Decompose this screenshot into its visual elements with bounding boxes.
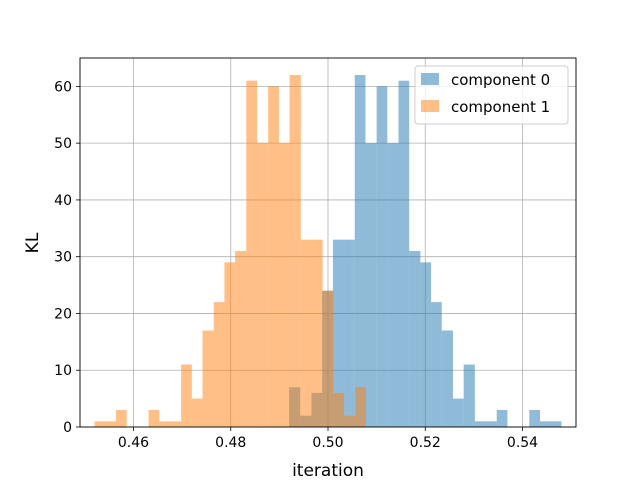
histogram-bar-component-1 — [246, 80, 258, 427]
x-tick-label: 0.48 — [215, 435, 246, 451]
histogram-bar-component-0 — [354, 75, 366, 428]
histogram-bar-component-0 — [485, 421, 497, 427]
x-tick-label: 0.52 — [410, 435, 441, 451]
histogram-bar-component-1 — [333, 392, 345, 427]
histogram-bar-component-0 — [376, 86, 388, 427]
histogram-bar-component-1 — [355, 387, 366, 427]
y-tick-label: 40 — [54, 193, 72, 209]
x-tick-label: 0.46 — [118, 435, 149, 451]
histogram-bar-component-1 — [311, 239, 323, 427]
legend-label-component-1: component 1 — [451, 98, 550, 116]
histogram-bar-component-1 — [278, 143, 290, 427]
histogram-bar-component-1 — [300, 239, 312, 427]
histogram-bar-component-0 — [344, 239, 355, 427]
histogram-bar-component-1 — [202, 330, 214, 427]
histogram-bar-component-0 — [463, 364, 475, 427]
histogram-bar-component-1 — [115, 409, 127, 427]
y-tick-label: 0 — [63, 420, 72, 436]
x-tick-label: 0.54 — [507, 435, 538, 451]
legend-box — [414, 65, 569, 125]
histogram-bar-component-0 — [387, 143, 399, 427]
histogram-bar-component-0 — [529, 409, 541, 427]
histogram-bar-component-1 — [224, 262, 236, 427]
histogram-bar-component-1 — [257, 143, 269, 427]
legend: component 0 component 1 — [414, 65, 569, 125]
y-tick-label: 60 — [54, 79, 72, 95]
x-tick-label: 0.50 — [312, 435, 343, 451]
histogram-bar-component-0 — [496, 409, 508, 427]
histogram-bar-component-0 — [420, 262, 432, 427]
y-tick-label: 50 — [54, 136, 72, 152]
y-axis-title: KL — [23, 232, 43, 253]
histogram-bar-component-0 — [474, 421, 486, 427]
y-tick-label: 20 — [54, 306, 72, 322]
histogram-bar-component-1 — [181, 364, 192, 427]
histogram-bar-component-0 — [409, 251, 421, 427]
histogram-bar-component-0 — [431, 302, 442, 427]
histogram-bar-component-1 — [148, 409, 160, 427]
legend-swatch-component-1 — [421, 100, 439, 112]
histogram-bar-component-1 — [235, 251, 247, 427]
histogram-bar-component-1 — [191, 398, 203, 427]
histogram-bar-component-0 — [365, 143, 377, 427]
legend-swatch-component-0 — [421, 73, 439, 85]
histogram-bar-component-1 — [94, 421, 116, 427]
histogram-bar-component-1 — [289, 75, 301, 428]
histogram-bar-component-0 — [398, 80, 410, 427]
histogram-bar-component-0 — [332, 239, 345, 427]
histogram-bar-component-1 — [322, 290, 334, 427]
histogram-bar-component-0 — [540, 421, 562, 427]
y-tick-label: 10 — [54, 363, 72, 379]
axis-ticks: 0.46 0.48 0.50 0.52 0.54 0 10 20 30 40 50 60 — [54, 79, 538, 451]
y-tick-label: 30 — [54, 250, 72, 266]
bars — [94, 75, 562, 428]
histogram-bar-component-0 — [441, 330, 453, 427]
legend-label-component-0: component 0 — [451, 71, 550, 89]
histogram-bar-component-1 — [213, 302, 225, 427]
histogram-bar-component-1 — [159, 421, 182, 427]
histogram-bar-component-1 — [344, 415, 356, 427]
histogram-bar-component-1 — [268, 86, 279, 427]
histogram-bar-component-0 — [452, 398, 464, 427]
x-axis-title: iteration — [292, 461, 364, 480]
